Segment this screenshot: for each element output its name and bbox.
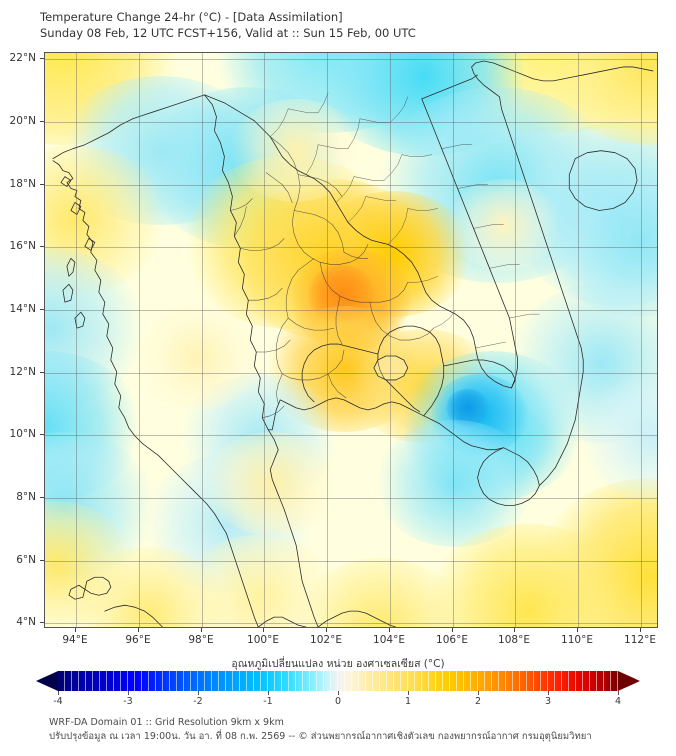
footer-line-1: WRF-DA Domain 01 :: Grid Resolution 9km … — [49, 717, 284, 728]
colorbar-tick-label: 4 — [614, 696, 622, 707]
y-tick-label: 4°N — [16, 616, 36, 628]
x-tick-label: 104°E — [373, 634, 405, 646]
y-tick-label: 6°N — [16, 554, 36, 566]
title-line-1: Temperature Change 24-hr (°C) - [Data As… — [40, 10, 343, 24]
y-tick-label: 10°N — [9, 428, 36, 440]
y-tick-label: 20°N — [9, 115, 36, 127]
x-tick-label: 98°E — [188, 634, 214, 646]
y-tick-label: 16°N — [9, 240, 36, 252]
map-figure: 94°E 96°E 98°E 100°E 102°E 104°E 106°E 1… — [0, 44, 676, 646]
colorbar-tick-label: 3 — [544, 696, 552, 707]
colorbar-row[interactable]: -4 -3 -2 -1 0 1 2 3 4 — [36, 671, 640, 707]
colorbar-under-cap — [36, 671, 58, 691]
colorbar-tick-label: 2 — [474, 696, 482, 707]
temperature-anomaly-field — [45, 53, 657, 627]
map-gridlines — [45, 53, 657, 627]
x-tick-label: 108°E — [498, 634, 530, 646]
y-tick-label: 8°N — [16, 491, 36, 503]
footer-line-2: ปรับปรุงข้อมูล ณ เวลา 19:00น. วัน อา. ที… — [49, 731, 592, 742]
y-tick-label: 12°N — [9, 366, 36, 378]
x-tick-label: 94°E — [62, 634, 88, 646]
coastline-and-border-overlay — [52, 60, 654, 627]
x-tick-label: 110°E — [561, 634, 593, 646]
y-tick-label: 22°N — [9, 52, 36, 64]
y-tick-label: 18°N — [9, 178, 36, 190]
map-plot-area[interactable] — [44, 52, 658, 628]
x-tick-label: 112°E — [624, 634, 656, 646]
colorbar-title: อุณหภูมิเปลี่ยนแปลง หน่วย องศาเซลเซียส (… — [231, 658, 445, 670]
x-tick-label: 96°E — [125, 634, 151, 646]
footer: WRF-DA Domain 01 :: Grid Resolution 9km … — [49, 716, 669, 744]
colorbar-over-cap — [618, 671, 640, 691]
title-line-2: Sunday 08 Feb, 12 UTC FCST+156, Valid at… — [40, 26, 416, 40]
y-tick-label: 14°N — [9, 303, 36, 315]
colorbar-tick-label: -2 — [193, 696, 203, 707]
x-tick-label: 100°E — [247, 634, 279, 646]
colorbar-tick-label: -1 — [263, 696, 273, 707]
x-tick-label: 102°E — [310, 634, 342, 646]
colorbar-tick-label: -3 — [123, 696, 133, 707]
colorbar-tick-label: 0 — [334, 696, 342, 707]
colorbar-gradient — [58, 671, 618, 691]
colorbar: อุณหภูมิเปลี่ยนแปลง หน่วย องศาเซลเซียส (… — [0, 655, 676, 711]
colorbar-tick-label: -4 — [53, 696, 63, 707]
x-tick-label: 106°E — [436, 634, 468, 646]
page-title: Temperature Change 24-hr (°C) - [Data As… — [40, 9, 660, 41]
colorbar-tick-label: 1 — [404, 696, 412, 707]
